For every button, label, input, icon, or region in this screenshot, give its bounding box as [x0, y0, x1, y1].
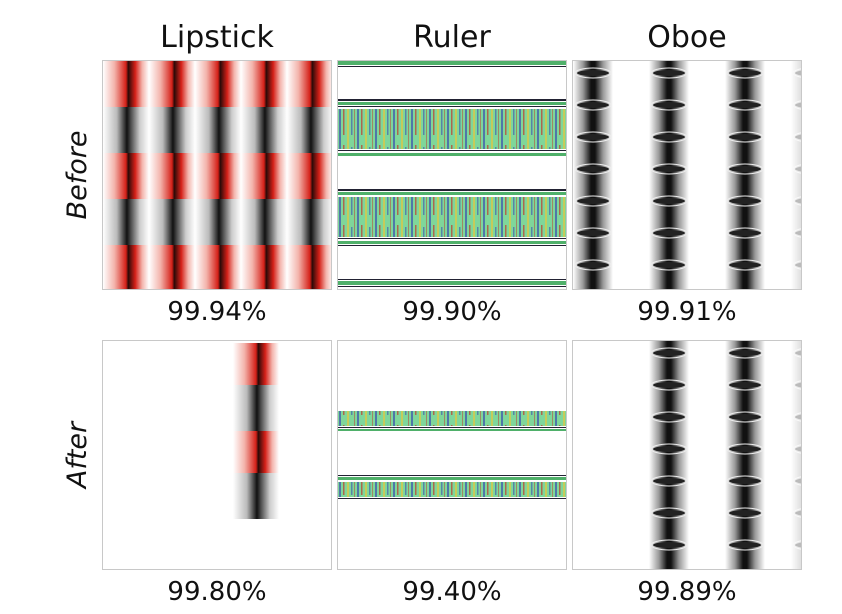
panel-before-oboe — [572, 60, 802, 290]
ruler-pattern-after — [338, 411, 566, 499]
ruler-pattern-before — [338, 61, 566, 287]
score-before-oboe: 99.91% — [637, 297, 737, 327]
row-label-before: Before — [62, 130, 93, 220]
lipstick-pattern-after — [233, 343, 279, 519]
score-after-oboe: 99.89% — [637, 577, 737, 607]
panel-after-ruler — [337, 340, 567, 570]
panel-before-lipstick — [102, 60, 332, 290]
oboe-pattern-before — [573, 61, 801, 289]
score-after-ruler: 99.40% — [402, 577, 502, 607]
panel-after-lipstick — [102, 340, 332, 570]
score-before-ruler: 99.90% — [402, 297, 502, 327]
panel-before-ruler — [337, 60, 567, 290]
column-title-oboe: Oboe — [647, 20, 727, 55]
row-label-after: After — [62, 421, 93, 489]
score-before-lipstick: 99.94% — [167, 297, 267, 327]
column-title-ruler: Ruler — [413, 20, 491, 55]
column-title-lipstick: Lipstick — [160, 20, 274, 55]
lipstick-pattern-before — [103, 61, 331, 289]
score-after-lipstick: 99.80% — [167, 577, 267, 607]
oboe-pattern-after — [648, 341, 801, 569]
panel-after-oboe — [572, 340, 802, 570]
